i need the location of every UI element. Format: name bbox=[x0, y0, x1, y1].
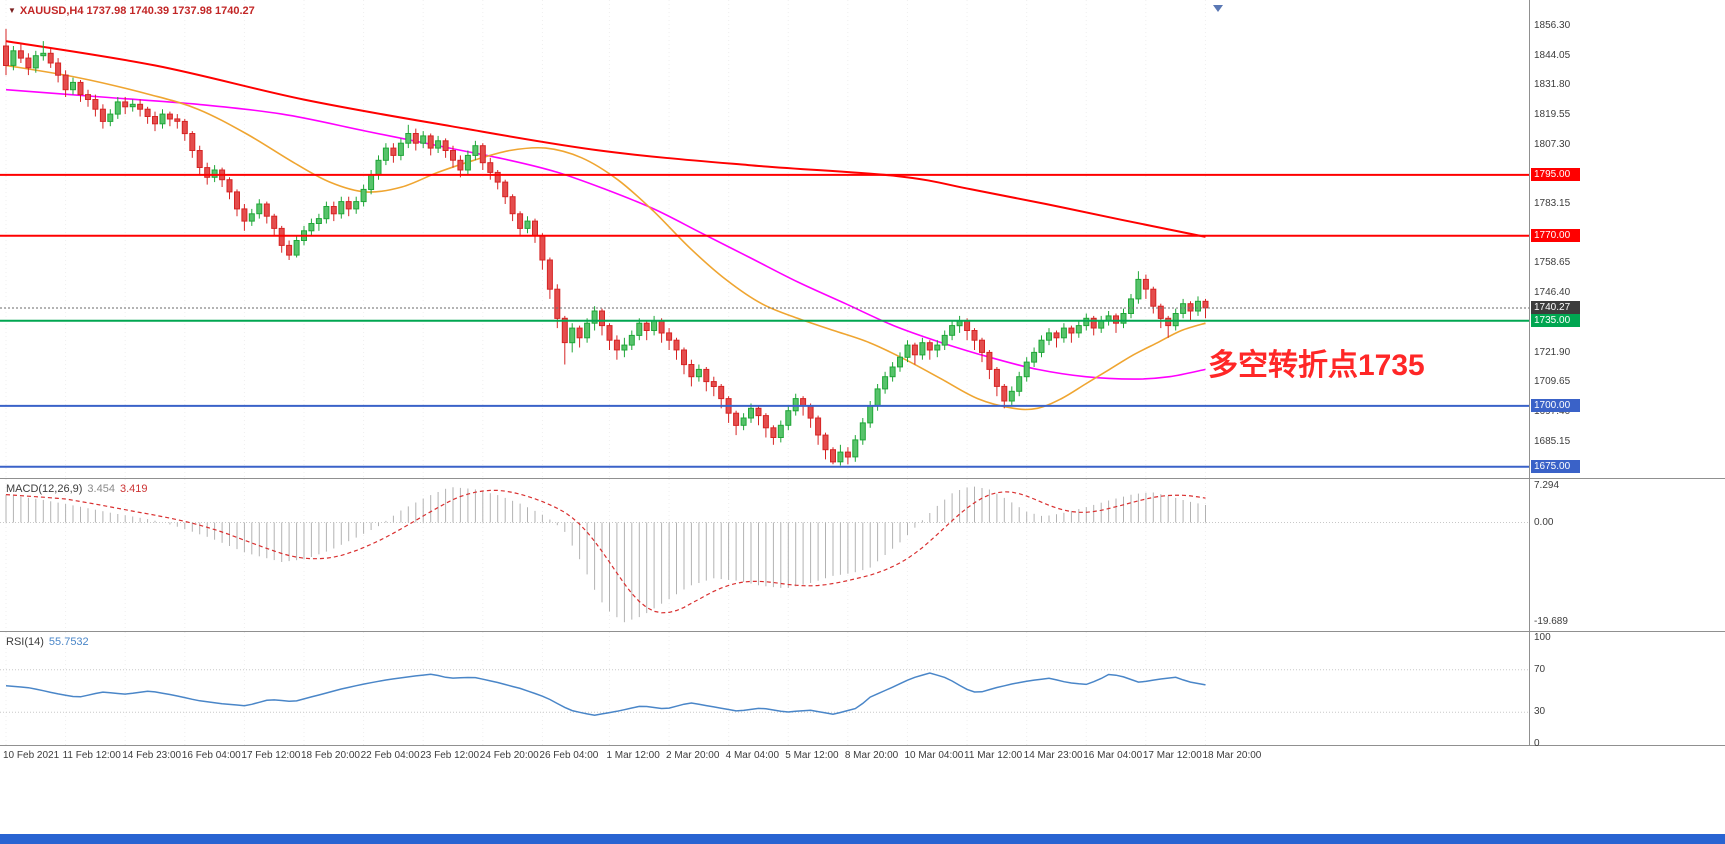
price-axis-label: 1831.80 bbox=[1534, 79, 1571, 91]
panel-separator bbox=[0, 745, 1725, 746]
time-axis-label: 16 Feb 04:00 bbox=[181, 750, 241, 761]
ma-fast-orange bbox=[5, 64, 1206, 411]
rsi-axis-label: 0 bbox=[1534, 738, 1540, 749]
vertical-gridlines bbox=[5, 632, 1206, 745]
time-axis-label: 17 Mar 12:00 bbox=[1142, 750, 1202, 761]
macd-panel-canvas[interactable] bbox=[0, 479, 1529, 631]
time-axis-label: 18 Mar 20:00 bbox=[1202, 750, 1262, 761]
price-axis-label: 1783.15 bbox=[1534, 197, 1571, 209]
panel-separator[interactable] bbox=[0, 631, 1725, 632]
macd-histogram bbox=[5, 486, 1206, 623]
time-axis-label: 2 Mar 20:00 bbox=[666, 750, 720, 761]
rsi-value: 55.7532 bbox=[48, 636, 89, 648]
time-axis-label: 17 Feb 12:00 bbox=[241, 750, 301, 761]
rsi-axis-label: 30 bbox=[1534, 706, 1546, 718]
time-axis-label: 1 Mar 12:00 bbox=[606, 750, 660, 761]
time-axis-label: 23 Feb 12:00 bbox=[420, 750, 480, 761]
ma-slow-red bbox=[5, 40, 1206, 238]
price-badge-1770.00: 1770.00 bbox=[1531, 228, 1580, 242]
horizontal-level-lines[interactable] bbox=[0, 173, 1529, 468]
macd-signal-value: 3.419 bbox=[119, 483, 148, 495]
price-axis-label: 1758.65 bbox=[1534, 257, 1571, 269]
price-axis-separator bbox=[1529, 0, 1530, 746]
price-badge-1700.00: 1700.00 bbox=[1531, 398, 1580, 412]
price-axis-label: 1746.40 bbox=[1534, 287, 1571, 299]
macd-name: MACD(12,26,9) bbox=[6, 483, 83, 495]
annotation-text: 多空转折点1735 bbox=[1208, 349, 1425, 382]
rsi-indicator-label: RSI(14) 55.7532 bbox=[6, 636, 89, 648]
rsi-line bbox=[5, 672, 1206, 716]
time-axis-label: 11 Feb 12:00 bbox=[62, 750, 121, 761]
chart-shift-icon bbox=[1213, 5, 1223, 12]
rsi-axis-label: 100 bbox=[1534, 632, 1551, 643]
current-price-badge: 1740.27 bbox=[1531, 300, 1580, 314]
time-axis-label: 18 Feb 20:00 bbox=[301, 750, 360, 761]
time-axis-label: 14 Mar 23:00 bbox=[1023, 750, 1083, 761]
time-axis-label: 4 Mar 04:00 bbox=[725, 750, 780, 761]
time-axis-label: 16 Mar 04:00 bbox=[1083, 750, 1143, 761]
time-axis-label: 22 Feb 04:00 bbox=[360, 750, 420, 761]
rsi-name: RSI(14) bbox=[6, 636, 44, 648]
time-axis-label: 5 Mar 12:00 bbox=[785, 750, 839, 761]
symbol-dropdown-icon[interactable]: ▼ bbox=[8, 6, 16, 15]
price-axis-label: 1807.30 bbox=[1534, 138, 1571, 150]
time-axis-label: 11 Mar 12:00 bbox=[964, 750, 1023, 761]
price-axis-label: 1844.05 bbox=[1534, 49, 1571, 61]
price-axis-label: 1856.30 bbox=[1534, 19, 1571, 31]
moving-averages bbox=[5, 40, 1206, 411]
price-badge-1795.00: 1795.00 bbox=[1531, 167, 1580, 181]
macd-indicator-label: MACD(12,26,9) 3.454 3.419 bbox=[6, 483, 147, 495]
candles bbox=[3, 28, 1209, 466]
time-axis-label: 10 Feb 2021 bbox=[3, 750, 60, 761]
symbol-ohlc-text: XAUUSD,H4 1737.98 1740.39 1737.98 1740.2… bbox=[19, 5, 255, 17]
ma-mid-magenta bbox=[5, 88, 1206, 380]
macd-main-value: 3.454 bbox=[87, 483, 115, 495]
taskbar-strip bbox=[0, 834, 1725, 844]
vertical-gridlines bbox=[5, 479, 1206, 631]
symbol-info-line: ▼ XAUUSD,H4 1737.98 1740.39 1737.98 1740.… bbox=[8, 5, 255, 17]
panel-separator[interactable] bbox=[0, 478, 1725, 479]
rsi-panel-canvas[interactable] bbox=[0, 632, 1529, 745]
time-axis-label: 24 Feb 20:00 bbox=[479, 750, 539, 761]
macd-signal-line bbox=[5, 489, 1206, 614]
price-axis-label: 1709.65 bbox=[1534, 376, 1571, 388]
time-axis-label: 8 Mar 20:00 bbox=[844, 750, 899, 761]
price-axis-label: 1685.15 bbox=[1534, 435, 1571, 447]
price-axis-label: 1721.90 bbox=[1534, 346, 1571, 358]
macd-axis-label: -19.689 bbox=[1534, 616, 1568, 628]
price-axis-label: 1819.55 bbox=[1534, 109, 1571, 121]
price-chart-canvas[interactable] bbox=[0, 0, 1529, 478]
macd-axis-label: 0.00 bbox=[1534, 516, 1554, 528]
time-axis-label: 10 Mar 04:00 bbox=[904, 750, 964, 761]
price-badge-1735.00: 1735.00 bbox=[1531, 313, 1580, 327]
price-badge-1675.00: 1675.00 bbox=[1531, 459, 1580, 473]
rsi-axis-label: 70 bbox=[1534, 663, 1546, 675]
time-axis-label: 26 Feb 04:00 bbox=[539, 750, 599, 761]
macd-axis-label: 7.294 bbox=[1534, 479, 1560, 491]
time-axis-label: 14 Feb 23:00 bbox=[122, 750, 182, 761]
